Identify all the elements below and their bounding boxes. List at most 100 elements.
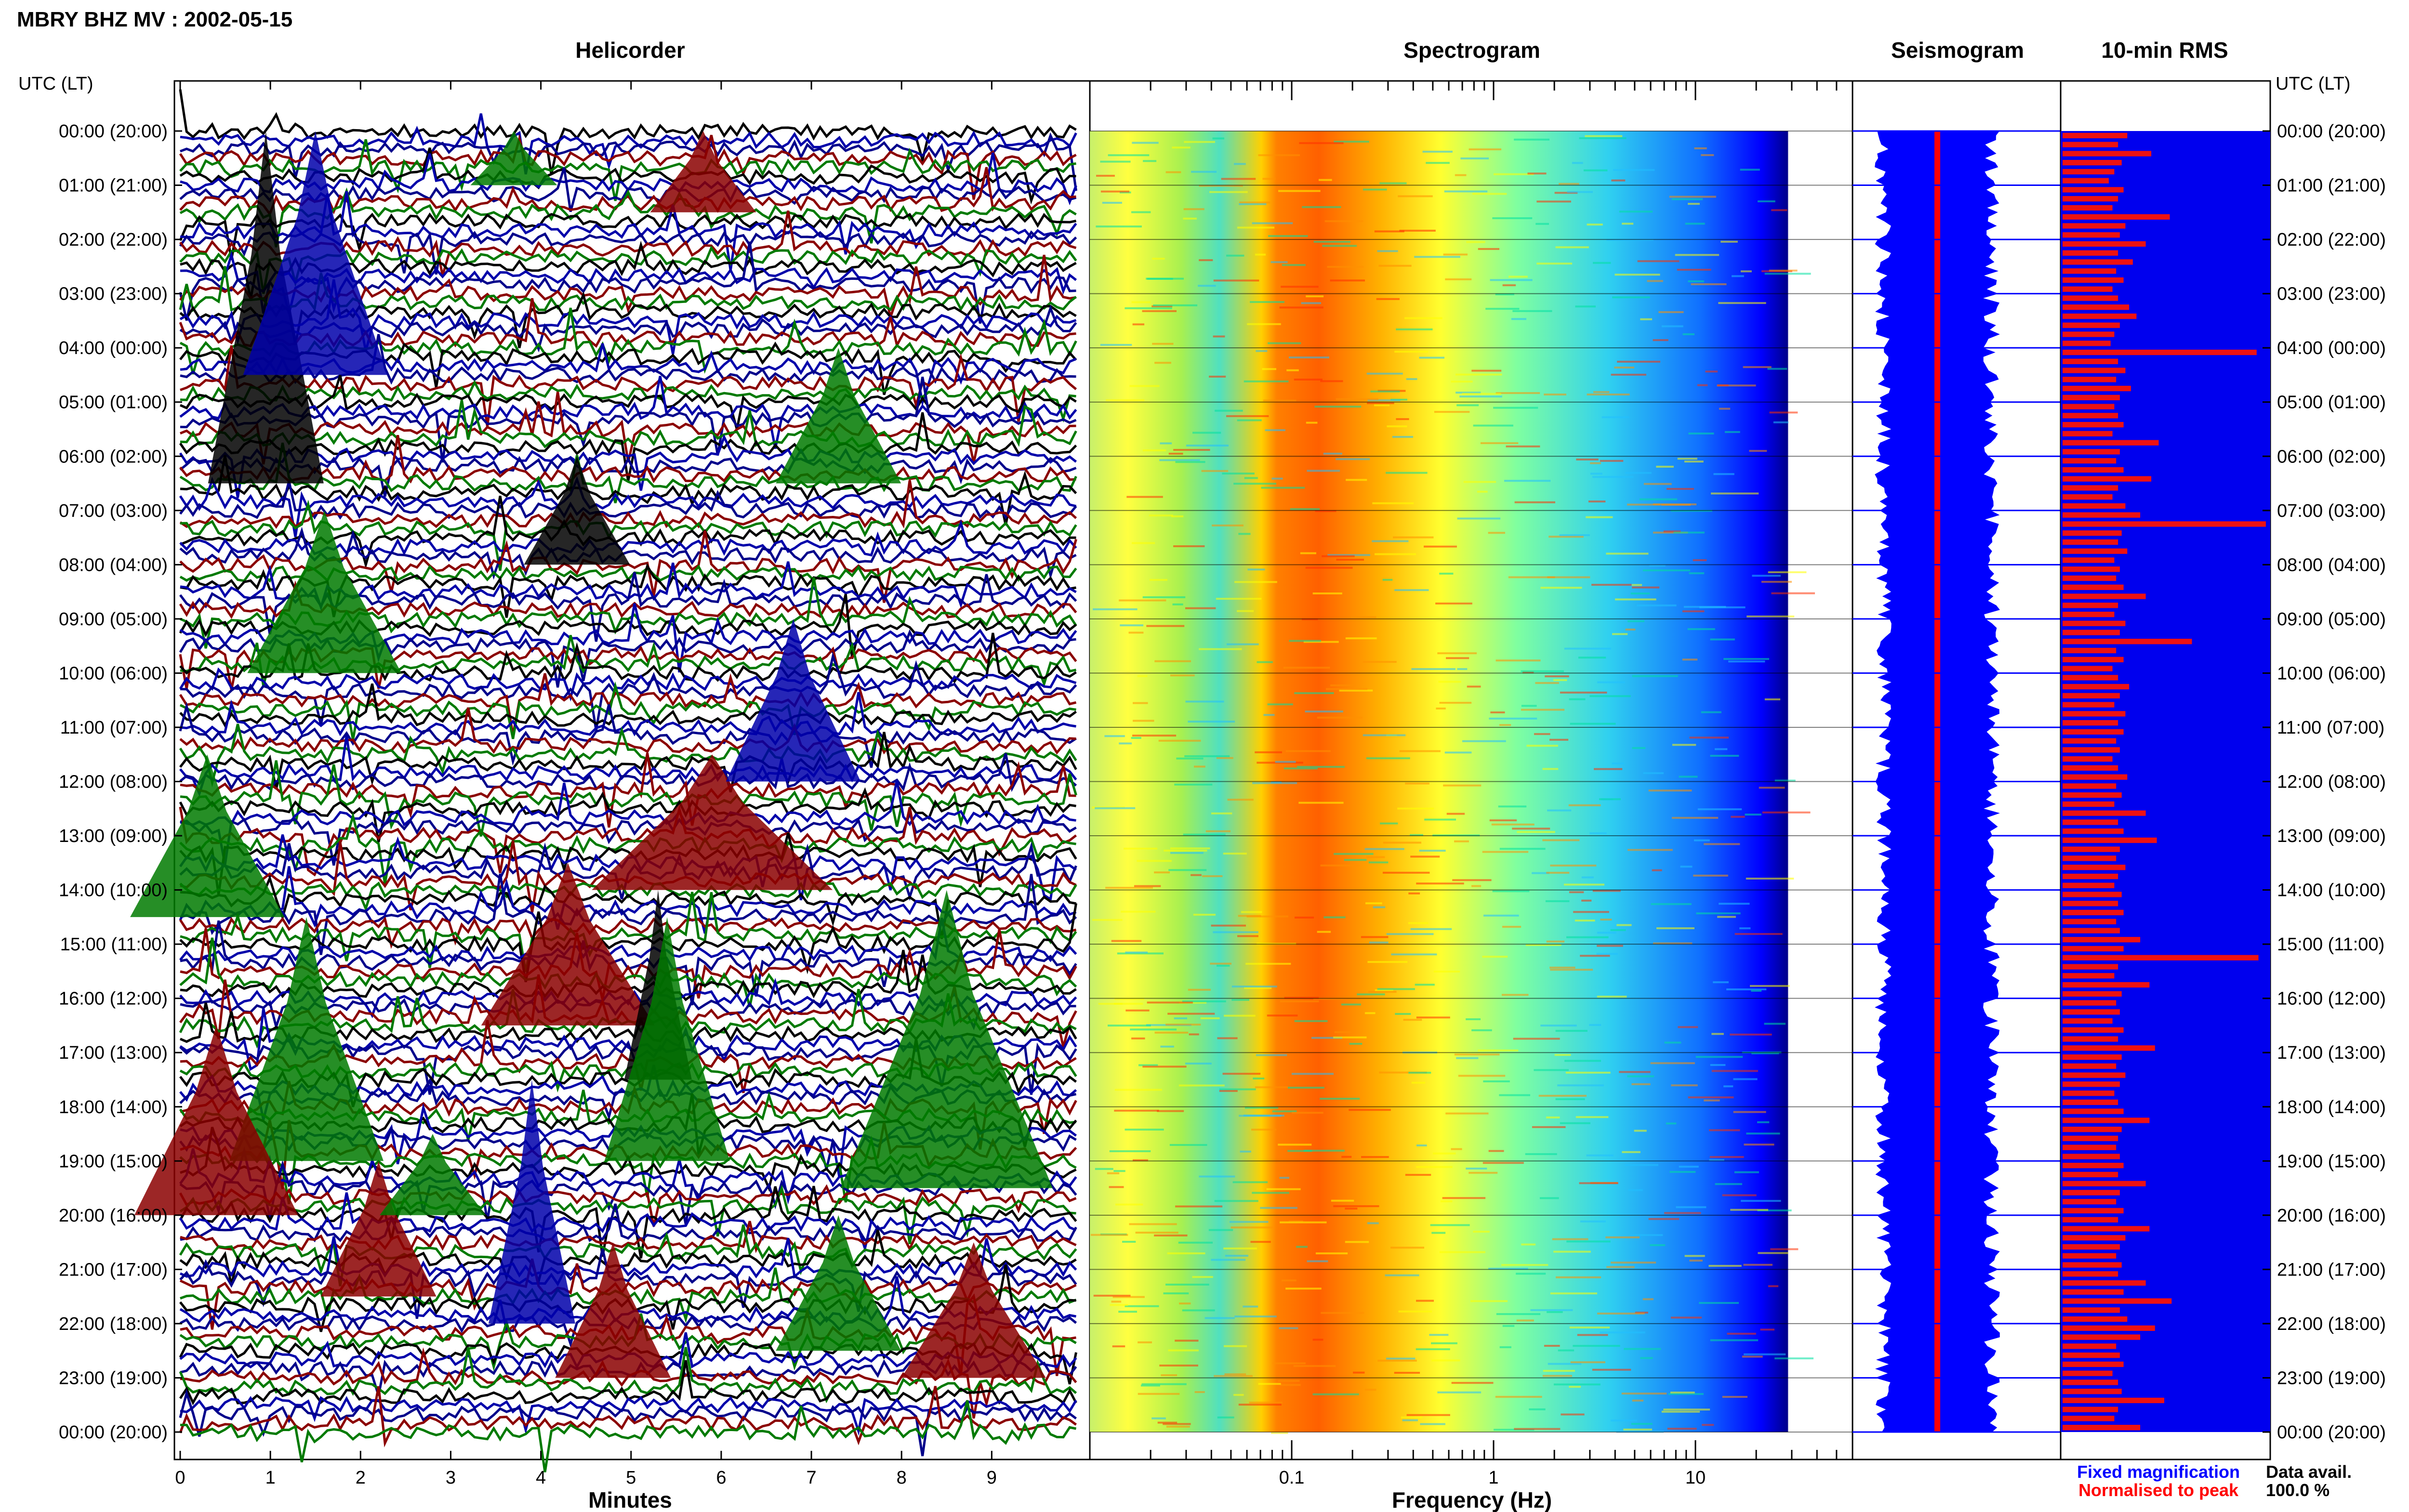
legend-fixed-magnification: Fixed magnification (2077, 1462, 2240, 1482)
spectrogram-speckle (1090, 1234, 1128, 1236)
rms-bar (2063, 720, 2118, 726)
spectrogram-speckle (1757, 1121, 1770, 1123)
spectrogram-speckle (1210, 962, 1231, 965)
spectrogram-speckle (1711, 1033, 1724, 1035)
helicorder-x-tick-label: 3 (446, 1468, 456, 1488)
spectrogram-speckle (1521, 1243, 1536, 1246)
spectrogram-speckle (1331, 1199, 1354, 1202)
time-tick-label-left: 13:00 (09:00) (59, 826, 168, 846)
spectrogram-speckle (1653, 531, 1688, 534)
spectrogram-speckle (1176, 757, 1204, 760)
rms-bar (2063, 142, 2118, 147)
rms-bar (2063, 765, 2118, 771)
spectrogram-speckle (1262, 368, 1276, 370)
spectrogram-speckle (1695, 1056, 1743, 1058)
data-availability-label: Data avail. (2266, 1462, 2352, 1482)
spectrogram-speckle (1745, 814, 1761, 816)
spectrogram-speckle (1575, 920, 1595, 922)
spectrogram-speckle (1416, 882, 1464, 885)
rms-bar (2063, 232, 2120, 238)
spectrogram-speckle (1307, 470, 1340, 472)
spectrogram-speckle (1431, 1342, 1457, 1344)
time-tick-label-left: 03:00 (23:00) (59, 284, 168, 304)
spectrogram-speckle (1708, 1265, 1742, 1267)
time-tick-label-left: 09:00 (05:00) (59, 609, 168, 630)
spectrogram-speckle (1108, 1025, 1151, 1027)
spectrogram-speckle (1369, 941, 1389, 944)
rms-bar (2063, 485, 2118, 491)
spectrogram-speckle (1211, 924, 1246, 927)
spectrogram-speckle (1570, 1361, 1605, 1364)
spectrogram-speckle (1361, 936, 1389, 938)
spectrogram-speckle (1183, 833, 1226, 836)
spectrogram-speckle (1517, 831, 1555, 833)
spectrogram-speckle (1182, 1000, 1226, 1002)
spectrogram-speckle (1554, 192, 1578, 194)
spectrogram-speckle (1506, 445, 1540, 447)
spectrogram-speckle (1386, 472, 1428, 474)
spectrogram-speckle (1671, 1084, 1698, 1087)
spectrogram-speckle (1234, 1315, 1277, 1318)
spectrogram-speckle (1279, 306, 1324, 309)
time-axis: 00:00 (20:00) 00:00 (20:00) 01:00 (21:00) 0… (59, 121, 2386, 1443)
spectrogram-speckle (1134, 885, 1161, 887)
spectrogram-speckle (1386, 933, 1434, 935)
spectrogram-speckle (1231, 1226, 1273, 1229)
spectrogram-speckle (1133, 1159, 1148, 1161)
spectrogram-speckle (1553, 679, 1567, 681)
spectrogram-speckle (1653, 339, 1668, 342)
spectrogram-speckle (1104, 735, 1125, 737)
spectrogram-speckle (1244, 477, 1258, 479)
spectrogram-speckle (1192, 1276, 1213, 1278)
time-tick-label-right: 05:00 (01:00) (2277, 393, 2386, 413)
rms-bar (2063, 684, 2130, 690)
spectrogram-speckle (1293, 1365, 1336, 1367)
rms-bar (2063, 729, 2124, 735)
spectrogram-speckle (1471, 1029, 1492, 1031)
spectrogram-speckle (1491, 823, 1535, 826)
spectrogram-speckle (1255, 1086, 1288, 1089)
spectrogram-speckle (1630, 1234, 1663, 1236)
spectrogram-speckle (1408, 1072, 1431, 1074)
rms-bar (2063, 819, 2118, 825)
spectrogram-speckle (1639, 498, 1678, 500)
spectrogram-speckle (1532, 872, 1549, 874)
time-tick-label-right: 18:00 (14:00) (2277, 1097, 2386, 1118)
spectrogram-speckle (1416, 1016, 1450, 1019)
spectrogram-speckle (1530, 1309, 1573, 1311)
spectrogram-speckle (1199, 259, 1213, 262)
helicorder-event (524, 456, 630, 565)
spectrogram-speckle (1774, 779, 1796, 782)
spectrogram-speckle (1178, 1241, 1213, 1244)
spectrogram-speckle (1281, 286, 1319, 288)
spectrogram-x-tick-label: 10 (1685, 1468, 1706, 1488)
spectrogram-speckle (1363, 188, 1387, 191)
spectrogram-speckle (1260, 1207, 1297, 1209)
spectrogram-speckle (1546, 940, 1565, 943)
spectrogram-speckle (1191, 874, 1202, 876)
spectrogram-speckle (1168, 869, 1207, 871)
spectrogram-speckle (1396, 328, 1433, 330)
spectrogram-speckle (1382, 579, 1393, 581)
spectrogram-speckle (1173, 449, 1210, 451)
spectrogram-speckle (1404, 317, 1443, 319)
spectrogram-speckle (1679, 776, 1698, 778)
spectrogram-speckle (1550, 864, 1597, 867)
spectrogram-speckle (1349, 1109, 1391, 1111)
spectrogram-speckle (1102, 202, 1122, 204)
spectrogram-speckle (1172, 603, 1183, 605)
spectrogram-speckle (1713, 981, 1729, 984)
spectrogram-speckle (1137, 860, 1172, 862)
spectrogram-speckle (1536, 263, 1573, 265)
spectrogram-speckle (1096, 225, 1142, 228)
spectrogram-speckle (1142, 596, 1186, 598)
spectrogram-speckle (1535, 682, 1559, 684)
spectrogram-speckle (1129, 1223, 1177, 1225)
rms-bar (2063, 368, 2126, 373)
spectrogram-speckle (1670, 1316, 1702, 1319)
spectrogram-speckle (1697, 384, 1708, 386)
helicorder-event (320, 1161, 437, 1297)
spectrogram-speckle (1534, 733, 1550, 735)
spectrogram-speckle (1279, 1327, 1298, 1329)
rms-bar (2063, 187, 2124, 193)
